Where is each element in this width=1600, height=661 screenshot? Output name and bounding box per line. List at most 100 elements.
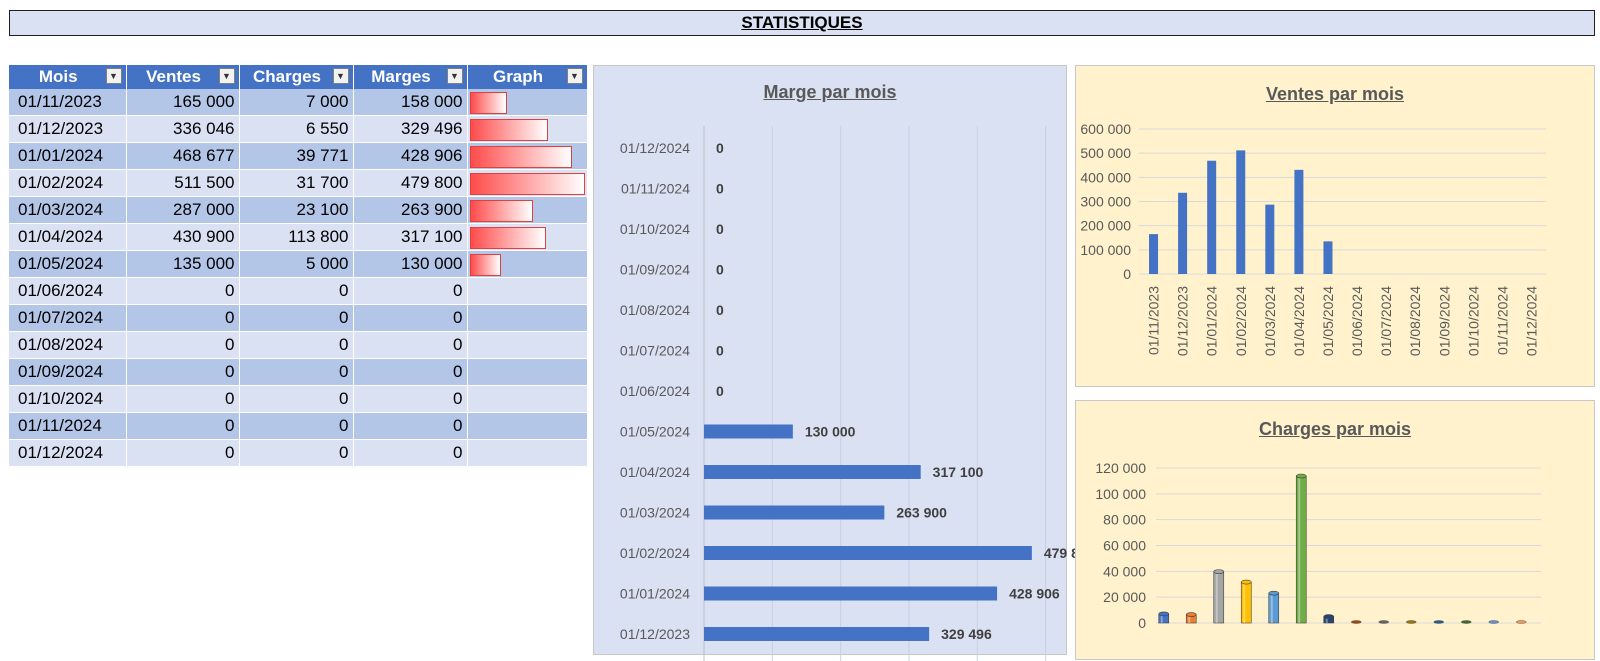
cell-ventes[interactable]: 468 677: [126, 142, 240, 170]
cell-mois[interactable]: 01/05/2024: [9, 250, 127, 278]
cell-graph[interactable]: [467, 89, 588, 116]
cell-marges[interactable]: 0: [353, 385, 468, 413]
cell-graph[interactable]: [467, 169, 588, 197]
cell-marges[interactable]: 329 496: [353, 115, 468, 143]
cell-ventes[interactable]: 0: [126, 412, 240, 440]
cell-ventes[interactable]: 430 900: [126, 223, 240, 251]
cell-graph[interactable]: [467, 358, 588, 386]
cell-marges[interactable]: 0: [353, 277, 468, 305]
cell-mois[interactable]: 01/02/2024: [9, 169, 127, 197]
cell-marges[interactable]: 0: [353, 331, 468, 359]
x-tick-label: 01/09/2024: [1436, 286, 1452, 356]
column-header-graph[interactable]: Graph ▼: [467, 65, 588, 89]
table-row: 01/09/2024 0 0 0: [9, 358, 588, 386]
cell-ventes[interactable]: 135 000: [126, 250, 240, 278]
data-bar: [469, 145, 573, 168]
cell-mois[interactable]: 01/11/2024: [9, 412, 127, 440]
cell-marges[interactable]: 0: [353, 439, 468, 467]
bar: [1268, 590, 1280, 624]
cell-graph[interactable]: [467, 385, 588, 413]
cell-marges[interactable]: 479 800: [353, 169, 468, 197]
cell-charges[interactable]: 31 700: [239, 169, 354, 197]
cell-ventes[interactable]: 0: [126, 385, 240, 413]
cell-marges[interactable]: 0: [353, 412, 468, 440]
cell-ventes[interactable]: 0: [126, 277, 240, 305]
cell-graph[interactable]: [467, 250, 588, 278]
cell-charges[interactable]: 113 800: [239, 223, 354, 251]
cell-mois[interactable]: 01/11/2023: [9, 89, 127, 116]
data-label: 0: [716, 140, 724, 156]
cell-ventes[interactable]: 165 000: [126, 89, 240, 116]
cell-ventes[interactable]: 0: [126, 358, 240, 386]
chart-ventes-par-mois[interactable]: Ventes par mois 0 100 000 200 000 300 000 40…: [1075, 65, 1595, 387]
cell-graph[interactable]: [467, 115, 588, 143]
cell-charges[interactable]: 0: [239, 358, 354, 386]
column-header-mois[interactable]: Mois ▼: [9, 65, 127, 89]
cell-marges[interactable]: 130 000: [353, 250, 468, 278]
cell-ventes[interactable]: 0: [126, 304, 240, 332]
cell-marges[interactable]: 263 900: [353, 196, 468, 224]
filter-dropdown-icon[interactable]: ▼: [332, 68, 349, 84]
cell-mois[interactable]: 01/12/2023: [9, 115, 127, 143]
cell-marges[interactable]: 0: [353, 358, 468, 386]
cell-graph[interactable]: [467, 304, 588, 332]
cell-ventes[interactable]: 0: [126, 439, 240, 467]
bar: [704, 627, 930, 641]
filter-dropdown-icon[interactable]: ▼: [566, 68, 583, 84]
cell-ventes[interactable]: 0: [126, 331, 240, 359]
column-header-charges[interactable]: Charges ▼: [239, 65, 354, 89]
filter-dropdown-icon[interactable]: ▼: [218, 68, 235, 84]
bar-cap: [1213, 569, 1225, 574]
filter-dropdown-icon[interactable]: ▼: [446, 68, 463, 84]
cell-charges[interactable]: 6 550: [239, 115, 354, 143]
cell-charges[interactable]: 23 100: [239, 196, 354, 224]
y-tick-label: 300 000: [1080, 194, 1131, 210]
cell-mois[interactable]: 01/04/2024: [9, 223, 127, 251]
table-row: 01/11/2024 0 0 0: [9, 412, 588, 440]
cell-charges[interactable]: 7 000: [239, 89, 354, 116]
cell-charges[interactable]: 0: [239, 304, 354, 332]
cell-ventes[interactable]: 511 500: [126, 169, 240, 197]
y-tick-label: 40 000: [1103, 563, 1146, 579]
filter-dropdown-icon[interactable]: ▼: [105, 68, 122, 84]
cell-mois[interactable]: 01/10/2024: [9, 385, 127, 413]
table-row: 01/05/2024 135 000 5 000 130 000: [9, 250, 588, 278]
y-tick-label: 600 000: [1080, 121, 1131, 137]
cell-graph[interactable]: [467, 439, 588, 467]
cell-ventes[interactable]: 287 000: [126, 196, 240, 224]
cell-charges[interactable]: 0: [239, 277, 354, 305]
table-row: 01/07/2024 0 0 0: [9, 304, 588, 332]
cell-mois[interactable]: 01/12/2024: [9, 439, 127, 467]
cell-marges[interactable]: 0: [353, 304, 468, 332]
chart-marge-par-mois[interactable]: Marge par mois 01/12/2024 0 01/11/2024 0 01/…: [593, 65, 1095, 661]
cell-charges[interactable]: 0: [239, 412, 354, 440]
cell-charges[interactable]: 0: [239, 385, 354, 413]
cell-charges[interactable]: 39 771: [239, 142, 354, 170]
cell-marges[interactable]: 317 100: [353, 223, 468, 251]
cell-ventes[interactable]: 336 046: [126, 115, 240, 143]
cell-mois[interactable]: 01/01/2024: [9, 142, 127, 170]
bar: [704, 465, 921, 479]
page-title: STATISTIQUES: [9, 10, 1595, 36]
cell-charges[interactable]: 5 000: [239, 250, 354, 278]
cell-graph[interactable]: [467, 196, 588, 224]
cell-graph[interactable]: [467, 412, 588, 440]
column-header-marges[interactable]: Marges ▼: [353, 65, 468, 89]
cell-graph[interactable]: [467, 277, 588, 305]
column-header-ventes[interactable]: Ventes ▼: [126, 65, 240, 89]
chart-charges-par-mois[interactable]: Charges par mois 0 20 000 40 000 60 000 80 0…: [1075, 400, 1595, 660]
cell-charges[interactable]: 0: [239, 439, 354, 467]
cell-graph[interactable]: [467, 142, 588, 170]
cell-mois[interactable]: 01/06/2024: [9, 277, 127, 305]
cell-mois[interactable]: 01/09/2024: [9, 358, 127, 386]
cell-marges[interactable]: 428 906: [353, 142, 468, 170]
cell-graph[interactable]: [467, 223, 588, 251]
cell-mois[interactable]: 01/03/2024: [9, 196, 127, 224]
cell-graph[interactable]: [467, 331, 588, 359]
cell-mois[interactable]: 01/08/2024: [9, 331, 127, 359]
bar: [1158, 611, 1170, 624]
x-tick-label: 01/10/2024: [1465, 286, 1481, 356]
cell-mois[interactable]: 01/07/2024: [9, 304, 127, 332]
cell-charges[interactable]: 0: [239, 331, 354, 359]
cell-marges[interactable]: 158 000: [353, 89, 468, 116]
